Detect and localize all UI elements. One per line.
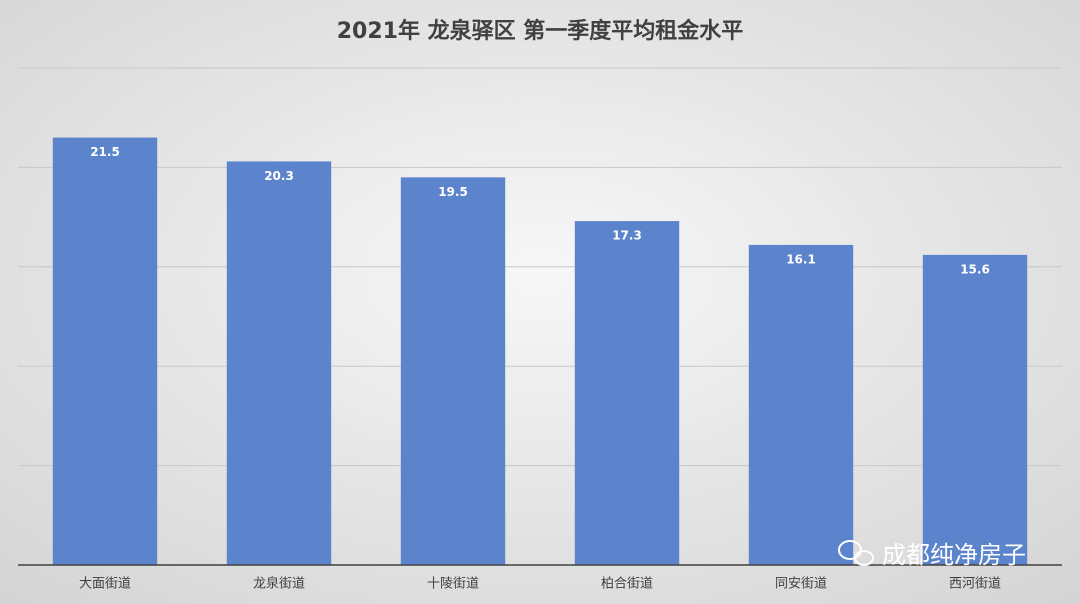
bar: [574, 221, 680, 566]
x-tick-label: 大面街道: [79, 577, 131, 592]
value-label: 21.5: [90, 145, 120, 159]
x-tick-label: 龙泉街道: [253, 576, 305, 592]
x-tick-label: 西河街道: [949, 577, 1001, 592]
bar: [226, 161, 332, 565]
bar: [922, 254, 1028, 565]
value-label: 20.3: [264, 169, 294, 183]
bar: [400, 177, 506, 565]
value-label: 17.3: [612, 229, 642, 243]
x-tick-label: 十陵街道: [427, 577, 479, 592]
value-label: 19.5: [438, 185, 468, 199]
watermark-icon: [838, 540, 874, 566]
value-label: 16.1: [786, 252, 816, 266]
x-tick-label: 同安街道: [775, 577, 827, 592]
bar: [52, 137, 158, 565]
x-tick-label: 柏合街道: [601, 577, 653, 592]
watermark: 成都纯净房子: [882, 541, 1026, 569]
value-label: 15.6: [960, 262, 990, 276]
chart-title: 2021年 龙泉驿区 第一季度平均租金水平: [337, 18, 744, 44]
bar: [748, 244, 854, 565]
